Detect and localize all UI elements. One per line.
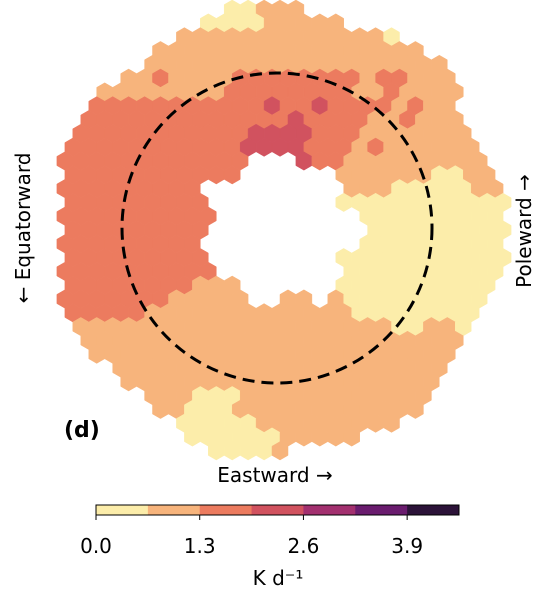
heatmap-cell	[343, 427, 360, 447]
colorbar-tick-label: 3.9	[391, 534, 423, 558]
colorbar-tick-label: 0.0	[80, 534, 112, 558]
colorbar-label: K d⁻¹	[253, 566, 304, 589]
colorbar-tick-label: 1.3	[184, 534, 216, 558]
heatmap-cell	[223, 165, 241, 185]
colorbar-bin	[251, 505, 304, 515]
poleward-label: Poleward →	[512, 174, 535, 288]
heatmap-cell	[271, 441, 289, 461]
heatmap-cell	[407, 399, 424, 419]
colorbar	[95, 504, 460, 516]
heatmap-cells	[56, 0, 512, 461]
colorbar-frame	[95, 504, 460, 516]
colorbar-bin	[303, 505, 356, 515]
reference-circle	[120, 71, 434, 385]
colorbar-tick-label: 2.6	[288, 534, 320, 558]
heatmap-cell	[383, 413, 400, 433]
colorbar-ticks: 0.0 1.3 2.6 3.9	[80, 515, 423, 558]
colorbar-bin	[407, 505, 460, 515]
colorbar-bin	[96, 505, 149, 515]
panel-label: (d)	[64, 418, 100, 443]
colorbar-bin	[199, 505, 253, 515]
colorbar-bin	[147, 505, 201, 515]
equatorward-label: ← Equatorward	[11, 153, 35, 304]
eastward-label: Eastward →	[217, 463, 332, 487]
colorbar-bin	[355, 505, 408, 515]
